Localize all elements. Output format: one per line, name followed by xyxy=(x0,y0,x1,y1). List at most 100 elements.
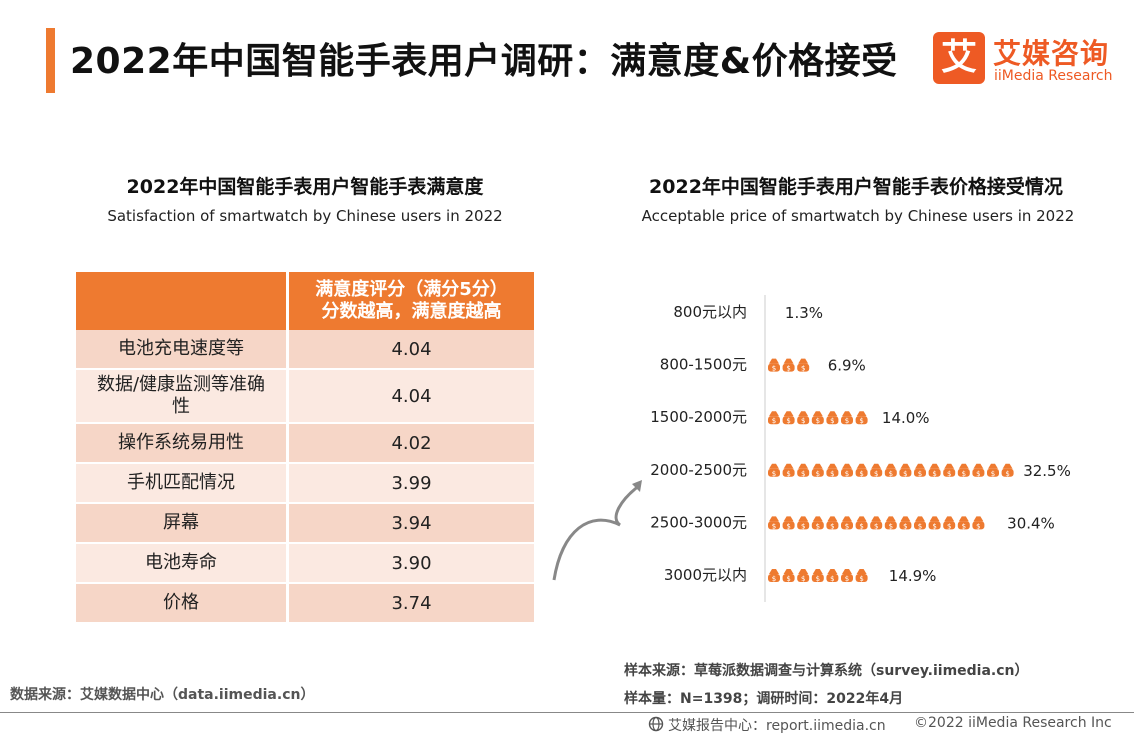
price-bar xyxy=(768,358,820,373)
table-header-score: 满意度评分（满分5分） 分数越高，满意度越高 xyxy=(287,272,534,330)
money-bag-icon xyxy=(943,463,956,478)
row-label: 手机匹配情况 xyxy=(76,463,289,504)
category-label: 800元以内 xyxy=(673,303,747,321)
row-score: 4.04 xyxy=(287,369,534,424)
money-bag-icon xyxy=(914,463,926,478)
money-bag-icon xyxy=(855,516,868,531)
logo-text-en: iiMedia Research xyxy=(994,68,1113,84)
value-label: 30.4% xyxy=(1007,514,1055,532)
money-bag-icon xyxy=(797,411,810,426)
row-score: 3.99 xyxy=(287,463,534,504)
money-bag-icon xyxy=(1001,463,1014,478)
category-label: 800-1500元 xyxy=(660,356,747,374)
money-bag-icon xyxy=(782,569,795,583)
table-header-line1: 满意度评分（满分5分） xyxy=(315,279,508,300)
money-bag-icon xyxy=(782,463,795,478)
satisfaction-subtitle: Satisfaction of smartwatch by Chinese us… xyxy=(107,207,503,225)
money-bag-icon xyxy=(841,463,853,478)
trend-arrow-icon xyxy=(552,483,641,581)
price-chart-title: 2022年中国智能手表用户智能手表价格接受情况 xyxy=(649,176,1063,198)
money-bag-icon xyxy=(768,463,780,478)
row-label: 屏幕 xyxy=(76,503,289,544)
money-bag-icon xyxy=(957,463,970,478)
row-score: 4.04 xyxy=(287,330,534,370)
money-bag-icon xyxy=(855,411,868,426)
money-bag-icon xyxy=(899,516,912,531)
table-header-blank xyxy=(76,272,289,330)
globe-icon xyxy=(648,716,664,732)
money-bag-icon xyxy=(841,516,853,531)
price-acceptance-chart: $ 800元以内 1.3%800-1500元 6.9%1500-2000元 14.0%… xyxy=(552,295,1071,602)
category-label: 1500-2000元 xyxy=(650,408,747,426)
money-bag-icon xyxy=(768,569,780,583)
money-bag-icon xyxy=(972,463,985,478)
value-label: 14.0% xyxy=(882,409,930,427)
sample-source-note: 样本来源：草莓派数据调查与计算系统（survey.iimedia.cn） xyxy=(624,663,1029,679)
table-header-line2: 分数越高，满意度越高 xyxy=(321,301,502,322)
row-score: 4.02 xyxy=(287,423,534,464)
value-label: 1.3% xyxy=(785,304,823,322)
money-bag-icon xyxy=(884,516,897,531)
money-bag-icon xyxy=(811,516,824,531)
sample-size-note: 样本量：N=1398；调研时间：2022年4月 xyxy=(624,691,904,707)
table-row: 操作系统易用性 4.02 xyxy=(76,423,534,464)
logo-text-cn: 艾媒咨询 xyxy=(993,37,1110,70)
row-score: 3.74 xyxy=(287,583,534,624)
money-bag-icon xyxy=(782,358,795,373)
row-score: 3.90 xyxy=(287,543,534,584)
table-row: 电池寿命 3.90 xyxy=(76,543,534,584)
value-label: 14.9% xyxy=(889,567,937,585)
money-bag-icon xyxy=(972,516,985,531)
money-bag-icon xyxy=(987,463,999,478)
money-bag-icon xyxy=(782,516,795,531)
money-bag-icon xyxy=(826,516,839,531)
satisfaction-title: 2022年中国智能手表用户智能手表满意度 xyxy=(126,176,484,198)
money-bag-icon xyxy=(899,463,912,478)
price-bar xyxy=(768,516,999,531)
money-bag-icon xyxy=(870,516,883,531)
price-bar xyxy=(768,306,777,320)
category-label: 3000元以内 xyxy=(664,566,747,584)
price-bar xyxy=(768,569,881,583)
money-bag-icon xyxy=(870,569,881,583)
money-bag-icon xyxy=(768,411,780,426)
money-bag-icon xyxy=(768,306,777,320)
row-score: 3.94 xyxy=(287,503,534,544)
money-bag-icon xyxy=(855,463,868,478)
money-bag-icon xyxy=(870,463,883,478)
money-bag-icon xyxy=(811,358,820,373)
money-bag-icon xyxy=(841,569,853,583)
trend-arrowhead-icon xyxy=(632,480,642,492)
price-bar xyxy=(768,411,874,426)
row-label: 电池充电速度等 xyxy=(76,330,289,370)
price-chart-subtitle: Acceptable price of smartwatch by Chines… xyxy=(641,207,1075,225)
money-bag-icon xyxy=(768,358,780,373)
money-bag-icon xyxy=(928,463,941,478)
price-bar xyxy=(768,463,1014,478)
page-title: 2022年中国智能手表用户调研：满意度&价格接受 xyxy=(70,41,898,82)
table-row: 数据/健康监测等准确性 4.04 xyxy=(76,369,534,424)
value-label: 32.5% xyxy=(1023,462,1071,480)
logo-mark-icon: 艾 xyxy=(933,32,985,84)
report-center-link[interactable]: 艾媒报告中心：report.iimedia.cn xyxy=(668,718,886,734)
money-bag-icon xyxy=(870,411,874,426)
value-label: 6.9% xyxy=(828,357,866,375)
row-label: 操作系统易用性 xyxy=(76,423,289,464)
copyright-note: ©2022 iiMedia Research Inc xyxy=(914,715,1112,731)
money-bag-icon xyxy=(884,463,897,478)
money-bag-icon xyxy=(811,463,824,478)
money-bag-icon xyxy=(826,463,839,478)
footer-divider xyxy=(0,712,1134,713)
iimedia-logo: 艾 艾媒咨询 iiMedia Research xyxy=(933,32,1118,88)
table-row: 电池充电速度等 4.04 xyxy=(76,330,534,370)
category-label: 2000-2500元 xyxy=(650,461,747,479)
money-bag-icon xyxy=(797,463,810,478)
table-row: 手机匹配情况 3.99 xyxy=(76,463,534,504)
money-bag-icon xyxy=(943,516,956,531)
money-bag-icon xyxy=(797,569,810,583)
money-bag-icon xyxy=(957,516,970,531)
money-bag-icon xyxy=(797,358,810,373)
money-bag-icon xyxy=(826,569,839,583)
row-label: 价格 xyxy=(76,583,289,624)
data-source-note: 数据来源：艾媒数据中心（data.iimedia.cn） xyxy=(10,687,315,703)
